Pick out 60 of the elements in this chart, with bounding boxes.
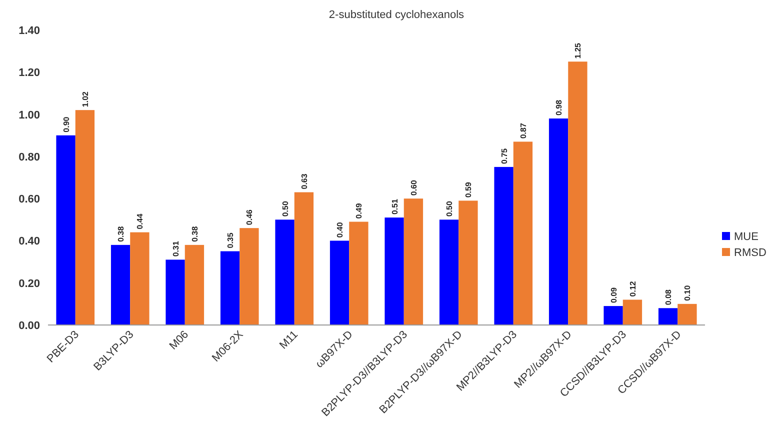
bar [604, 306, 623, 325]
bar [568, 62, 588, 325]
data-label: 1.02 [80, 90, 90, 108]
bar [130, 232, 150, 325]
bar [658, 308, 678, 325]
y-tick-label: 1.20 [18, 67, 40, 80]
data-label: 0.38 [190, 226, 200, 242]
bar [439, 220, 459, 325]
bar [384, 218, 404, 325]
y-tick-label: 1.00 [18, 109, 40, 122]
data-label: 0.49 [354, 202, 364, 219]
data-label: 0.31 [171, 240, 180, 257]
y-tick-label: 0.20 [18, 278, 40, 290]
bar [110, 244, 130, 325]
bar [220, 251, 240, 325]
data-label: 0.35 [226, 232, 236, 248]
data-label: 0.50 [445, 200, 454, 217]
data-label: 0.10 [683, 284, 692, 301]
bar [678, 304, 697, 325]
bar [184, 244, 204, 325]
bar [494, 166, 514, 325]
bar [548, 118, 568, 325]
y-tick-label: 0.00 [18, 320, 40, 332]
data-label: 0.12 [628, 280, 638, 297]
data-label: 0.46 [245, 208, 254, 226]
bar [240, 228, 259, 325]
bar [56, 135, 76, 325]
y-tick-label: 0.80 [18, 151, 40, 164]
data-label: 0.87 [518, 122, 528, 139]
x-tick-label: M11 [277, 328, 300, 352]
bar [294, 192, 314, 325]
chart-title: 2-substituted cyclohexanols [328, 9, 465, 21]
data-label: 0.63 [300, 173, 309, 190]
y-tick-label: 0.40 [18, 236, 40, 248]
data-label: 0.98 [554, 99, 564, 116]
y-tick-label: 1.40 [18, 25, 40, 37]
data-label: 0.38 [116, 226, 126, 242]
bar [275, 220, 294, 325]
bar [166, 260, 185, 325]
data-label: 0.60 [409, 179, 418, 196]
data-label: 1.25 [574, 42, 583, 59]
data-label: 0.09 [609, 286, 618, 304]
data-label: 0.90 [62, 116, 71, 132]
bar [622, 300, 642, 325]
bar [458, 200, 478, 325]
legend-label: MUE [734, 231, 758, 243]
data-label: 0.59 [464, 182, 474, 198]
legend-label: RMSD [734, 247, 766, 259]
bar [513, 142, 533, 325]
data-label: 0.50 [280, 200, 290, 217]
data-label: 0.08 [664, 289, 674, 306]
y-tick-label: 0.60 [18, 194, 40, 206]
bar [75, 110, 95, 325]
bar [349, 222, 368, 325]
data-label: 0.75 [500, 148, 509, 164]
bar [404, 198, 424, 325]
data-label: 0.40 [336, 222, 345, 238]
bar [330, 240, 350, 325]
data-label: 0.44 [136, 213, 145, 230]
data-label: 0.51 [390, 198, 400, 215]
